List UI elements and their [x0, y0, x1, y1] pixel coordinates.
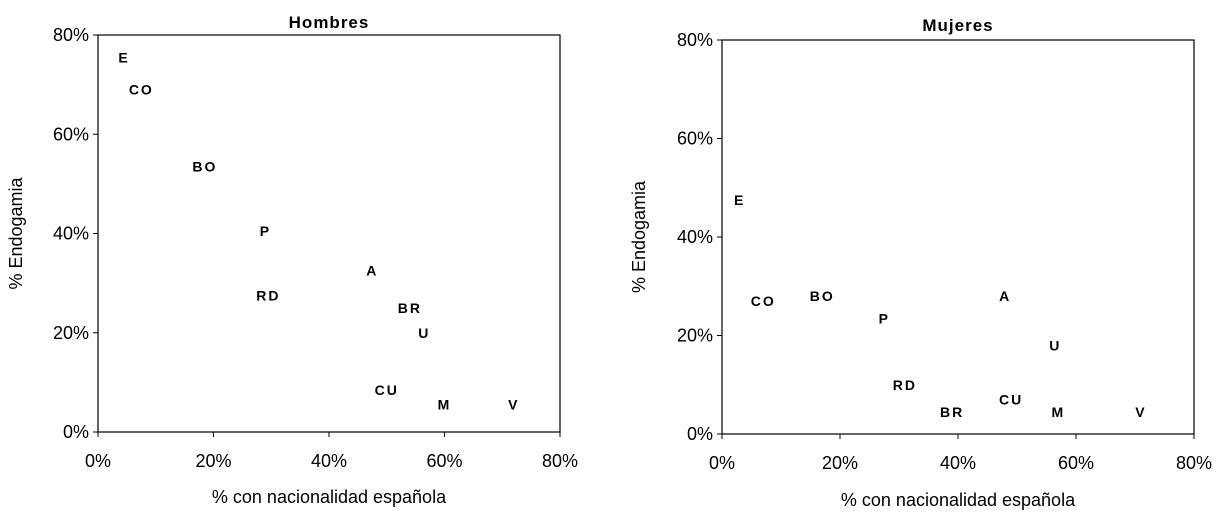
data-point-u: U: [1049, 337, 1061, 353]
plot-area: [722, 40, 1194, 434]
data-point-u: U: [418, 325, 430, 341]
y-tick-label: 20%: [53, 323, 89, 343]
x-tick-label: 0%: [85, 451, 111, 471]
data-point-cu: CU: [999, 392, 1023, 408]
chart-panel-hombres: Hombres 0% 20% 40% 60% 80% 0% 20% 40% 60% 80% % con…: [6, 13, 578, 507]
y-tick-label: 0%: [63, 422, 89, 442]
x-tick-label: 20%: [822, 453, 858, 473]
y-tick-label: 20%: [677, 326, 713, 346]
x-tick-label: 60%: [1058, 453, 1094, 473]
y-axis-label: % Endogamia: [629, 180, 649, 293]
x-tick-label: 60%: [426, 451, 462, 471]
plot-area: [98, 35, 560, 432]
y-tick-label: 40%: [677, 227, 713, 247]
data-point-v: V: [1135, 404, 1146, 420]
y-tick-label: 80%: [677, 30, 713, 50]
chart-title: Mujeres: [922, 16, 993, 35]
y-axis-label: % Endogamia: [6, 176, 26, 289]
data-point-bo: BO: [192, 159, 217, 175]
y-tick-label: 0%: [687, 424, 713, 444]
y-tick-label: 60%: [677, 129, 713, 149]
chart-title: Hombres: [289, 13, 370, 32]
x-tick-label: 20%: [195, 451, 231, 471]
data-point-m: M: [1051, 404, 1065, 420]
data-point-a: A: [999, 288, 1011, 304]
data-point-co: CO: [751, 293, 776, 309]
data-point-rd: RD: [893, 377, 917, 393]
data-point-cu: CU: [375, 382, 399, 398]
data-point-m: M: [438, 397, 452, 413]
data-point-br: BR: [940, 404, 964, 420]
y-tick-label: 80%: [53, 25, 89, 45]
data-point-p: P: [879, 310, 890, 326]
data-point-co: CO: [129, 82, 154, 98]
x-axis-label: % con nacionalidad española: [841, 490, 1076, 510]
data-point-a: A: [366, 263, 378, 279]
data-point-bo: BO: [810, 288, 835, 304]
x-tick-label: 80%: [542, 451, 578, 471]
data-point-e: E: [734, 192, 745, 208]
data-point-br: BR: [398, 300, 422, 316]
x-tick-label: 40%: [940, 453, 976, 473]
data-point-rd: RD: [256, 288, 280, 304]
y-tick-label: 40%: [53, 224, 89, 244]
x-tick-label: 80%: [1176, 453, 1212, 473]
y-tick-label: 60%: [53, 124, 89, 144]
x-tick-label: 0%: [709, 453, 735, 473]
x-axis-label: % con nacionalidad española: [212, 487, 447, 507]
data-point-v: V: [508, 397, 519, 413]
data-point-e: E: [118, 49, 129, 65]
chart-panel-mujeres: Mujeres 0% 20% 40% 60% 80% 0% 20% 40% 60% 80% % con…: [629, 16, 1212, 510]
data-point-p: P: [260, 223, 271, 239]
x-tick-label: 40%: [311, 451, 347, 471]
